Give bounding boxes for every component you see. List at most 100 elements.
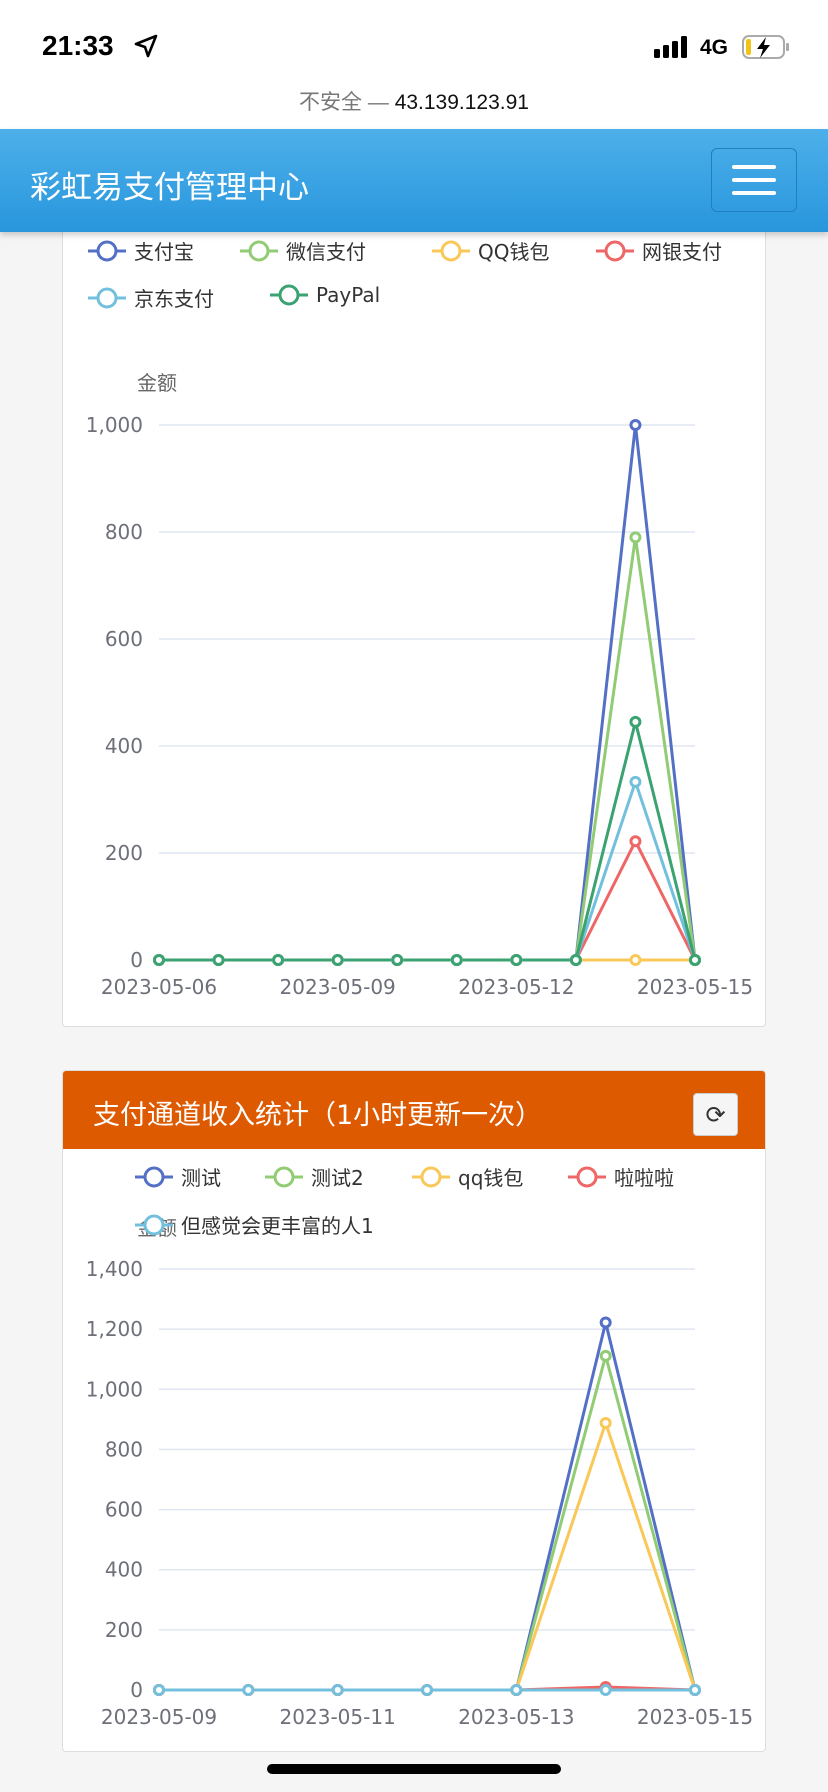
y-tick-label: 400 — [105, 734, 143, 758]
payment-method-chart-card — [62, 190, 766, 1027]
insecure-label: 不安全 — — [299, 91, 389, 114]
legend-marker-icon — [88, 287, 126, 308]
data-point — [331, 954, 344, 966]
data-point — [569, 954, 582, 966]
legend-label: 测试2 — [311, 1166, 364, 1190]
data-point — [242, 1684, 255, 1696]
y-tick-label: 1,000 — [86, 1377, 143, 1401]
data-point — [510, 1684, 523, 1696]
data-point — [153, 954, 165, 966]
series-line — [159, 1421, 697, 1692]
navbar: 彩虹易支付管理中心 — [0, 129, 828, 232]
legend-label: qq钱包 — [458, 1166, 524, 1190]
data-point — [272, 954, 285, 966]
legend-item[interactable]: 微信支付 — [240, 236, 366, 265]
y-tick-label: 0 — [130, 1678, 143, 1702]
legend-label: PayPal — [316, 283, 381, 307]
data-point — [629, 531, 642, 544]
data-point — [450, 954, 463, 966]
data-point — [212, 954, 225, 966]
legend-item[interactable]: 但感觉会更丰富的人1 — [135, 1210, 374, 1239]
y-tick-label: 1,000 — [86, 413, 143, 437]
y-tick-label: 400 — [105, 1558, 143, 1582]
data-point — [629, 419, 642, 431]
legend-item[interactable]: qq钱包 — [412, 1162, 523, 1191]
series-line — [159, 1354, 697, 1692]
y-tick-label: 1,200 — [86, 1317, 143, 1341]
data-point — [629, 775, 642, 788]
data-point — [629, 835, 642, 848]
legend-item[interactable]: 网银支付 — [596, 236, 722, 265]
x-tick-label: 2023-05-12 — [458, 975, 574, 999]
legend-item[interactable]: PayPal — [270, 283, 380, 307]
legend-label: 京东支付 — [134, 287, 214, 311]
legend-item[interactable]: 测试 — [135, 1162, 221, 1191]
legend-marker-icon — [88, 240, 126, 261]
legend-item[interactable]: 啦啦啦 — [568, 1162, 674, 1191]
data-point — [599, 1349, 612, 1362]
legend-marker-icon — [135, 1166, 173, 1187]
legend-label: 但感觉会更丰富的人1 — [181, 1214, 374, 1238]
legend-marker-icon — [412, 1166, 450, 1187]
series-line — [159, 720, 697, 962]
y-tick-label: 0 — [130, 948, 143, 972]
data-point — [153, 1684, 165, 1696]
url-host: 43.139.123.91 — [394, 91, 529, 114]
legend-marker-icon — [265, 1166, 303, 1187]
data-point — [599, 1316, 612, 1329]
legend-marker-icon — [240, 240, 278, 261]
legend-item[interactable]: 测试2 — [265, 1162, 364, 1191]
status-bar: 21:33 4G 不安全 — 43.139.123.91 — [0, 0, 828, 129]
data-point — [510, 954, 523, 966]
data-point — [689, 1684, 701, 1696]
legend-label: 网银支付 — [642, 240, 722, 264]
card-header: 支付通道收入统计（1小时更新一次） ⟳ — [63, 1071, 765, 1149]
data-point — [421, 1684, 433, 1696]
legend-marker-icon — [135, 1214, 173, 1235]
y-tick-label: 600 — [105, 1498, 143, 1522]
brand-title[interactable]: 彩虹易支付管理中心 — [30, 170, 309, 206]
legend-marker-icon — [568, 1166, 606, 1187]
x-tick-label: 2023-05-15 — [637, 1705, 753, 1729]
channel-income-chart-card: 支付通道收入统计（1小时更新一次） ⟳ — [62, 1070, 766, 1752]
x-tick-label: 2023-05-09 — [101, 1705, 217, 1729]
network-type: 4G — [700, 36, 729, 59]
y-tick-label: 1,400 — [86, 1257, 143, 1281]
menu-toggle-button[interactable] — [711, 148, 797, 212]
x-tick-label: 2023-05-06 — [101, 975, 217, 999]
legend-label: 测试 — [181, 1166, 221, 1190]
y-tick-label: 200 — [105, 1618, 143, 1642]
legend-label: QQ钱包 — [478, 240, 550, 264]
y-tick-label: 800 — [105, 1437, 143, 1461]
data-point — [599, 1416, 612, 1429]
clock: 21:33 — [42, 30, 114, 61]
legend-marker-icon — [432, 240, 470, 261]
legend-label: 啦啦啦 — [614, 1166, 674, 1190]
legend-marker-icon — [596, 240, 634, 261]
location-arrow-icon — [134, 34, 158, 58]
signal-icon — [654, 36, 687, 58]
legend-item[interactable]: 京东支付 — [88, 283, 214, 312]
refresh-button[interactable]: ⟳ — [693, 1093, 738, 1136]
x-tick-label: 2023-05-15 — [637, 975, 753, 999]
home-indicator — [267, 1764, 561, 1774]
data-point — [629, 954, 642, 966]
y-tick-label: 800 — [105, 520, 143, 544]
data-point — [599, 1684, 612, 1696]
address-bar[interactable]: 不安全 — 43.139.123.91 — [0, 86, 828, 116]
legend-item[interactable]: QQ钱包 — [432, 236, 549, 265]
refresh-icon: ⟳ — [705, 1100, 726, 1129]
legend-label: 微信支付 — [286, 240, 366, 264]
legend-marker-icon — [270, 284, 308, 306]
y-tick-label: 600 — [105, 627, 143, 651]
battery-charging-icon — [742, 35, 789, 59]
data-point — [331, 1684, 344, 1696]
data-point — [689, 954, 701, 966]
x-tick-label: 2023-05-13 — [458, 1705, 574, 1729]
data-point — [391, 954, 404, 966]
legend-item[interactable]: 支付宝 — [88, 236, 194, 265]
data-point — [629, 715, 642, 728]
legend-label: 支付宝 — [134, 240, 194, 264]
